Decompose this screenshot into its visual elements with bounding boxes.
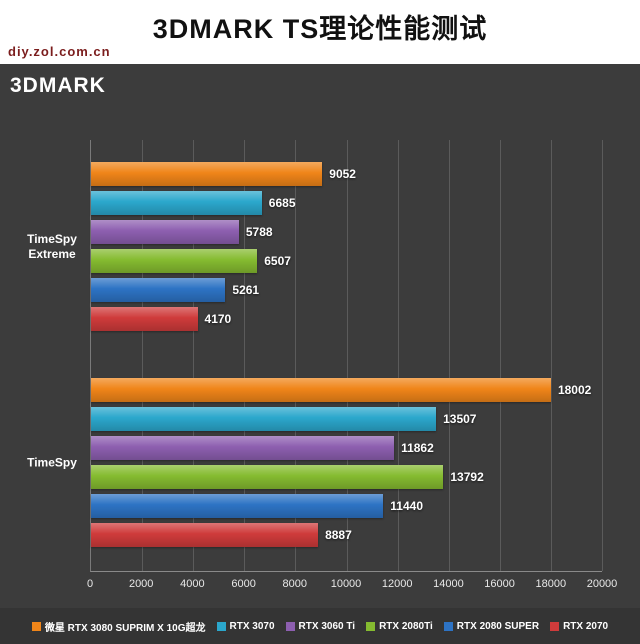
page-title: 3DMARK TS理论性能测试	[152, 14, 488, 44]
bar-row: 9052	[91, 162, 602, 186]
bar	[91, 494, 384, 518]
legend-item: 微星 RTX 3080 SUPRIM X 10G超龙	[31, 619, 206, 634]
gridline	[142, 140, 144, 571]
gridline	[346, 140, 348, 571]
x-axis: 0 2000 4000 6000 8000 10000 12000 14000 16000 180…	[86, 578, 617, 592]
bar-value-label: 9052	[329, 167, 356, 181]
legend-label: RTX 2070	[563, 620, 609, 632]
bar-row: 5261	[91, 278, 602, 302]
bar-row: 6507	[91, 249, 602, 273]
bar-row: 13792	[91, 465, 602, 489]
bar	[91, 191, 262, 215]
legend-item: RTX 2080Ti	[366, 621, 433, 632]
bar-group: TimeSpy 18002 13507 11862 13792 11440 8887	[27, 378, 602, 547]
bar	[91, 249, 258, 273]
legend-bar: 微星 RTX 3080 SUPRIM X 10G超龙 RTX 3070 RTX 30…	[0, 608, 640, 644]
legend-item: RTX 3070	[216, 620, 275, 632]
category-label: TimeSpy	[27, 455, 77, 469]
bar-value-label: 18002	[557, 383, 592, 397]
gridline	[295, 140, 297, 571]
bar-row: 18002	[91, 378, 602, 402]
chart-title: 3DMARK	[10, 74, 106, 97]
x-tick-label: 4000	[180, 578, 205, 590]
legend-swatch	[285, 621, 295, 631]
bar-value-label: 13792	[450, 470, 484, 484]
legend-swatch	[31, 621, 41, 631]
watermark: diy.zol.com.cn	[8, 44, 111, 59]
category-label: TimeSpy Extreme	[27, 231, 77, 261]
legend-item: RTX 2080 SUPER	[443, 620, 540, 632]
gridline	[550, 140, 552, 571]
bar-row: 11440	[91, 494, 602, 518]
x-tick-label: 10000	[330, 578, 362, 590]
bar	[91, 220, 239, 244]
legend-label: 微星 RTX 3080 SUPRIM X 10G超龙	[44, 622, 206, 634]
bar	[91, 278, 226, 302]
bar-value-label: 13507	[443, 412, 477, 426]
legend-swatch	[443, 621, 453, 631]
bar-row: 4170	[91, 307, 602, 331]
x-tick-label: 0	[86, 578, 94, 590]
plot-area: TimeSpy Extreme 9052 6685 5788 6507 5261 4170 T…	[27, 140, 603, 572]
legend: 微星 RTX 3080 SUPRIM X 10G超龙 RTX 3070 RTX 30…	[0, 608, 640, 644]
legend-swatch	[550, 621, 560, 631]
x-tick-label: 8000	[282, 578, 308, 590]
bar	[91, 523, 319, 547]
bar-value-label: 5788	[245, 225, 273, 239]
bar	[91, 465, 444, 489]
x-tick-label: 12000	[381, 578, 413, 590]
bar-row: 5788	[91, 220, 602, 244]
legend-swatch	[216, 621, 226, 631]
chart-header: 3DMARK TS理论性能测试	[0, 0, 640, 64]
bar-value-label: 4170	[204, 312, 232, 326]
legend-label: RTX 2080 SUPER	[456, 620, 540, 632]
bar-row: 13507	[91, 407, 602, 431]
bar-value-label: 6507	[264, 254, 291, 268]
bar-group: TimeSpy Extreme 9052 6685 5788 6507 5261 4170	[27, 162, 602, 331]
bar-value-label: 11862	[401, 441, 434, 455]
bar	[91, 307, 198, 331]
bar	[91, 378, 551, 402]
gridline	[602, 140, 603, 571]
x-tick-label: 2000	[128, 578, 154, 590]
gridline	[448, 140, 450, 571]
bar-value-label: 8887	[325, 528, 352, 542]
bar	[91, 436, 395, 460]
x-tick-label: 14000	[433, 578, 464, 590]
x-tick-label: 20000	[586, 578, 618, 590]
bar-value-label: 11440	[390, 499, 423, 513]
legend-label: RTX 2080Ti	[379, 620, 433, 632]
bar	[91, 162, 323, 186]
bar-row: 8887	[91, 523, 602, 547]
legend-item: RTX 3060 Ti	[285, 620, 356, 632]
bar-row: 6685	[91, 191, 602, 215]
x-tick-label: 6000	[231, 578, 256, 590]
gridline	[499, 140, 501, 571]
legend-label: RTX 3070	[229, 620, 275, 632]
gridline	[397, 140, 399, 571]
legend-swatch	[366, 621, 376, 631]
legend-item: RTX 2070	[550, 621, 608, 632]
x-tick-label: 18000	[535, 578, 567, 590]
gridline	[193, 140, 195, 571]
gridline	[244, 140, 246, 571]
legend-label: RTX 3060 Ti	[298, 620, 356, 632]
x-tick-label: 16000	[484, 578, 515, 590]
bar	[91, 407, 437, 431]
bar-row: 11862	[91, 436, 602, 460]
bar-value-label: 6685	[268, 196, 296, 210]
bar-value-label: 5261	[232, 283, 260, 297]
